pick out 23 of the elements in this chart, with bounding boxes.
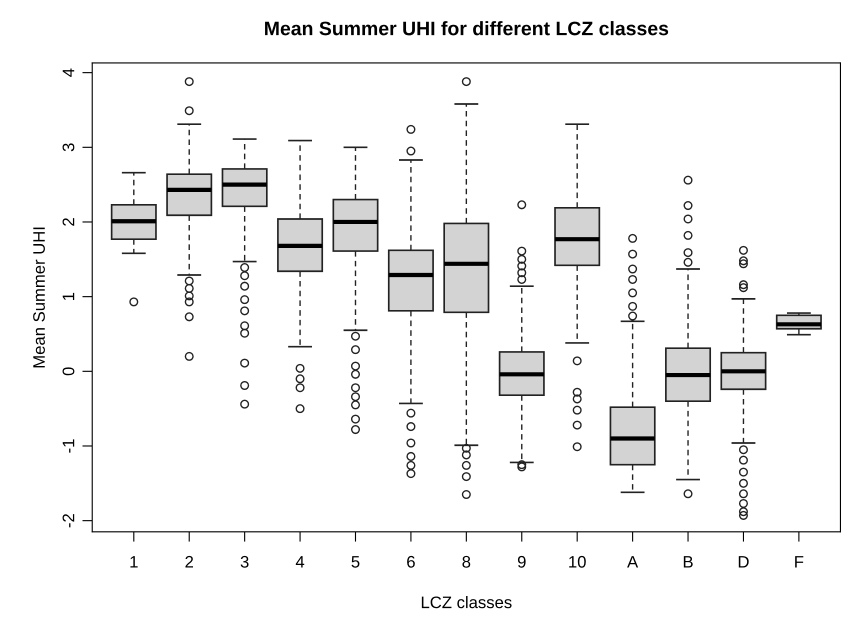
x-tick-label: B xyxy=(684,556,693,568)
x-tick-label: F xyxy=(795,556,804,568)
y-tick-label: 3 xyxy=(62,143,74,152)
x-axis-title: LCZ classes xyxy=(422,596,512,608)
x-tick-label: 2 xyxy=(185,556,194,568)
y-tick-label: 4 xyxy=(62,68,74,77)
x-tick-label: 9 xyxy=(518,556,526,568)
x-tick-label: 8 xyxy=(462,556,470,568)
y-tick-label: -2 xyxy=(62,514,74,528)
x-tick-label: 6 xyxy=(407,556,415,568)
y-tick-label: 2 xyxy=(62,218,74,226)
y-axis-title: Mean Summer UHI xyxy=(33,228,45,368)
x-tick-label: 10 xyxy=(569,556,586,568)
x-tick-label: 1 xyxy=(130,556,138,568)
y-tick-label: 0 xyxy=(62,367,74,376)
x-tick-label: 3 xyxy=(240,556,249,568)
x-tick-label: 5 xyxy=(352,556,360,568)
y-tick-label: 1 xyxy=(62,292,74,300)
x-tick-label: A xyxy=(627,556,638,568)
chart-title: Mean Summer UHI for different LCZ classes xyxy=(265,21,668,36)
x-tick-label: D xyxy=(738,556,749,568)
x-tick-label: 4 xyxy=(296,556,304,568)
y-tick-label: -1 xyxy=(62,439,74,453)
